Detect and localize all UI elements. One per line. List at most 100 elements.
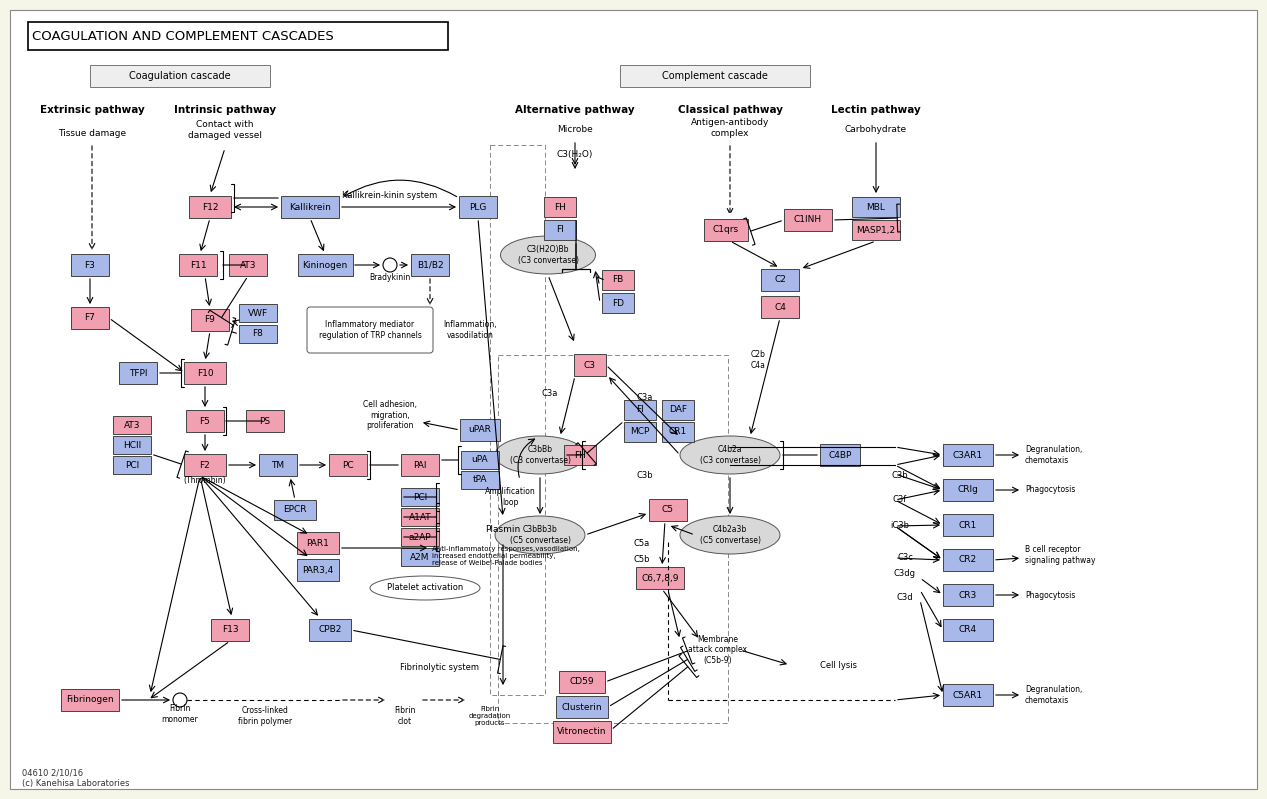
Text: 04610 2/10/16
(c) Kanehisa Laboratories: 04610 2/10/16 (c) Kanehisa Laboratories [22, 769, 129, 788]
Text: PC: PC [342, 460, 353, 470]
Text: Plasmin: Plasmin [485, 526, 521, 535]
Text: F2: F2 [200, 460, 210, 470]
Bar [761, 296, 799, 318]
Text: C5: C5 [661, 506, 674, 515]
Bar [329, 454, 367, 476]
Bar [851, 197, 900, 217]
Bar [119, 362, 157, 384]
Bar [400, 528, 438, 546]
Text: CR2: CR2 [959, 555, 977, 565]
Text: tPA: tPA [473, 475, 488, 484]
Text: F11: F11 [190, 260, 207, 269]
Text: COAGULATION AND COMPLEMENT CASCADES: COAGULATION AND COMPLEMENT CASCADES [32, 30, 333, 42]
Bar [191, 309, 229, 331]
Bar [943, 514, 993, 536]
Text: C4BP: C4BP [829, 451, 851, 459]
Bar [552, 721, 611, 743]
Bar [90, 65, 270, 87]
Text: C5a: C5a [634, 539, 650, 547]
Bar [636, 567, 684, 589]
Text: PCI: PCI [125, 460, 139, 470]
Bar [661, 400, 694, 420]
Text: F8: F8 [252, 329, 264, 339]
Text: Fibrin
degradation
products: Fibrin degradation products [469, 706, 511, 726]
Text: C3a: C3a [637, 393, 654, 403]
Text: Fibrinogen: Fibrinogen [66, 695, 114, 705]
Bar [212, 619, 250, 641]
Bar [820, 444, 860, 466]
Text: Cell lysis: Cell lysis [820, 661, 856, 670]
Text: C3: C3 [584, 360, 595, 369]
Text: Vitronectin: Vitronectin [557, 728, 607, 737]
Text: AT3: AT3 [239, 260, 256, 269]
Text: CR4: CR4 [959, 626, 977, 634]
Text: C3AR1: C3AR1 [953, 451, 983, 459]
Text: F5: F5 [200, 416, 210, 426]
Bar [851, 220, 900, 240]
Text: Inflammatory mediator
regulation of TRP channels: Inflammatory mediator regulation of TRP … [318, 320, 422, 340]
Text: C4: C4 [774, 303, 786, 312]
Bar [281, 196, 340, 218]
Text: FH: FH [554, 202, 566, 212]
Ellipse shape [495, 436, 585, 474]
Text: F7: F7 [85, 313, 95, 323]
Bar [459, 196, 497, 218]
Text: TM: TM [271, 460, 285, 470]
Text: C5b: C5b [634, 555, 650, 565]
Text: Phagocytosis: Phagocytosis [1025, 486, 1076, 495]
Text: F9: F9 [204, 316, 215, 324]
Bar [704, 219, 748, 241]
Bar [559, 671, 606, 693]
Text: F13: F13 [222, 626, 238, 634]
Bar [625, 400, 656, 420]
Text: Anti-inflammatory responses,vasodilation,
increased endothelial permeability,
re: Anti-inflammatory responses,vasodilation… [432, 546, 580, 566]
Text: HCII: HCII [123, 440, 141, 450]
Text: C3(H₂O): C3(H₂O) [556, 150, 593, 160]
Text: PS: PS [260, 416, 271, 426]
Bar [461, 471, 499, 489]
Text: uPA: uPA [471, 455, 488, 464]
Text: FB: FB [612, 276, 623, 284]
Text: Kininogen: Kininogen [303, 260, 347, 269]
Text: TFPI: TFPI [129, 368, 147, 377]
Bar [246, 410, 284, 432]
Text: CR3: CR3 [959, 590, 977, 599]
Text: Alternative pathway: Alternative pathway [516, 105, 635, 115]
Bar [400, 454, 438, 476]
Text: CR1: CR1 [669, 427, 687, 436]
Bar [229, 254, 267, 276]
Bar [490, 145, 545, 695]
Text: Cross-linked
fibrin polymer: Cross-linked fibrin polymer [238, 706, 293, 725]
Bar [544, 197, 576, 217]
Text: MASP1,2: MASP1,2 [856, 225, 896, 234]
Text: C1qrs: C1qrs [713, 225, 739, 234]
Text: PLG: PLG [469, 202, 487, 212]
Text: B cell receptor
signaling pathway: B cell receptor signaling pathway [1025, 545, 1096, 565]
Bar [113, 416, 151, 434]
Text: Amplification
loop: Amplification loop [484, 487, 536, 507]
Circle shape [174, 693, 188, 707]
Text: MCP: MCP [630, 427, 650, 436]
Bar [943, 479, 993, 501]
Text: Carbohydrate: Carbohydrate [845, 125, 907, 134]
Text: Membrane
attack complex
(C5b-9): Membrane attack complex (C5b-9) [688, 635, 748, 665]
Ellipse shape [500, 236, 595, 274]
Bar [400, 508, 438, 526]
Bar [61, 689, 119, 711]
Text: Tissue damage: Tissue damage [58, 129, 125, 137]
Text: Bradykinin: Bradykinin [370, 273, 411, 283]
Text: Intrinsic pathway: Intrinsic pathway [174, 105, 276, 115]
Bar [296, 559, 340, 581]
Text: Cell adhesion,
migration,
proliferation: Cell adhesion, migration, proliferation [364, 400, 417, 430]
Text: Lectin pathway: Lectin pathway [831, 105, 921, 115]
Bar [28, 22, 449, 50]
Bar [400, 548, 438, 566]
Text: Classical pathway: Classical pathway [678, 105, 783, 115]
Text: C2b
C4a: C2b C4a [750, 350, 765, 370]
Text: F12: F12 [201, 202, 218, 212]
Text: C3(H2O)Bb
(C3 convertase): C3(H2O)Bb (C3 convertase) [517, 245, 579, 264]
Text: PAR3,4: PAR3,4 [303, 566, 333, 574]
Text: Microbe: Microbe [557, 125, 593, 134]
Bar [761, 269, 799, 291]
Bar [784, 209, 832, 231]
